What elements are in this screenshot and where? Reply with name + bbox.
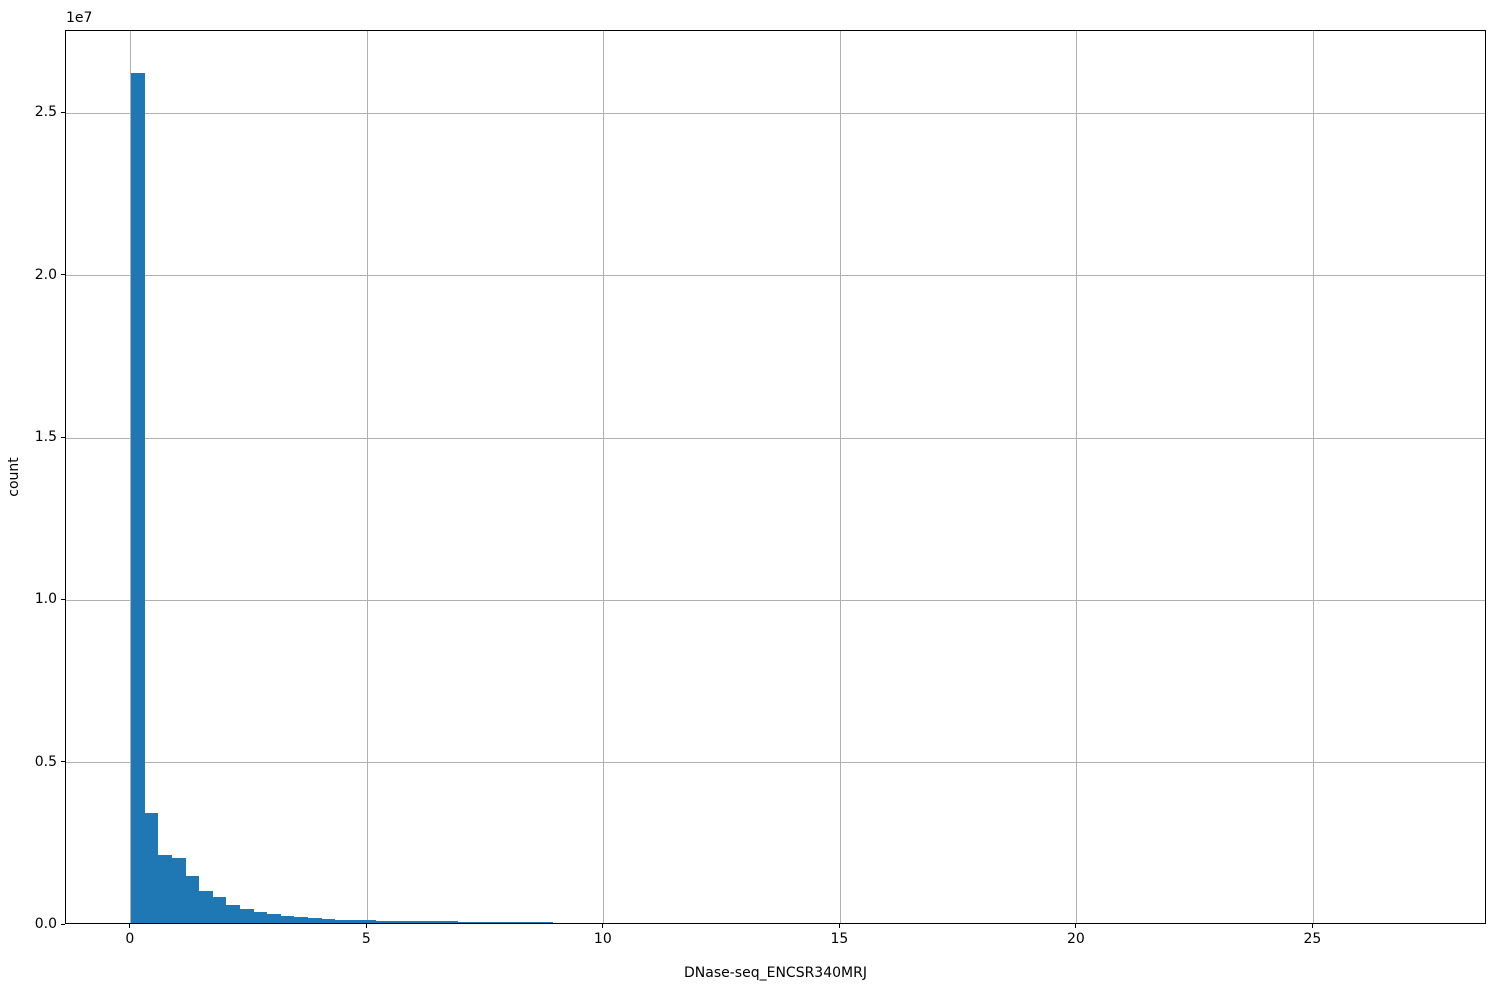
- x-tick-label: 25: [1303, 931, 1322, 947]
- y-axis-offset-label: 1e7: [66, 10, 93, 26]
- histogram-bar: [266, 913, 281, 923]
- histogram-bar: [171, 858, 186, 923]
- y-tick-label: 0.0: [34, 916, 57, 932]
- x-tick-label: 5: [361, 931, 371, 947]
- histogram-bar: [185, 875, 200, 923]
- x-tick-mark: [365, 924, 367, 928]
- grid-line-y: [66, 762, 1485, 764]
- histogram-bar: [253, 911, 268, 923]
- grid-line-x: [839, 31, 841, 923]
- grid-line-x: [1312, 31, 1314, 923]
- y-tick-label: 1.5: [34, 429, 57, 446]
- y-tick-mark: [61, 274, 65, 276]
- histogram-bar: [538, 922, 553, 923]
- y-tick-mark: [61, 923, 65, 925]
- grid-line-y: [66, 437, 1485, 439]
- histogram-bar: [484, 921, 499, 923]
- histogram-bar: [130, 72, 145, 923]
- histogram-bar: [280, 915, 295, 923]
- x-tick-mark: [1311, 924, 1313, 928]
- grid-line-x: [366, 31, 368, 923]
- histogram-bar: [443, 921, 458, 923]
- histogram-bar: [470, 921, 485, 923]
- x-tick-mark: [129, 924, 131, 928]
- histogram-bar: [348, 920, 363, 923]
- histogram-bar: [389, 920, 404, 923]
- histogram-bar: [212, 897, 227, 923]
- y-axis-label: count: [6, 457, 22, 497]
- x-axis-label: DNase-seq_ENCSR340MRJ: [684, 965, 867, 981]
- x-tick-label: 10: [593, 931, 612, 947]
- histogram-bar: [457, 921, 472, 923]
- grid-line-y: [66, 112, 1485, 114]
- histogram-bar: [307, 918, 322, 923]
- grid-line-x: [603, 31, 605, 923]
- histogram-bar: [226, 905, 241, 923]
- histogram-bar: [334, 919, 349, 923]
- x-tick-label: 0: [125, 931, 135, 947]
- histogram-bar: [239, 909, 254, 923]
- histogram-bar: [294, 917, 309, 923]
- histogram-bar: [144, 813, 159, 923]
- plot-area: [65, 30, 1486, 924]
- histogram-bar: [498, 922, 513, 923]
- grid-line-x: [1076, 31, 1078, 923]
- histogram-bar: [525, 922, 540, 923]
- x-tick-label: 15: [830, 931, 849, 947]
- y-tick-label: 2.0: [34, 266, 57, 283]
- y-tick-label: 0.5: [34, 753, 57, 770]
- histogram-bar: [430, 921, 445, 923]
- histogram-bar: [375, 920, 390, 923]
- histogram-bar: [198, 891, 213, 923]
- y-tick-label: 2.5: [34, 104, 57, 121]
- histogram-bar: [362, 920, 377, 923]
- y-tick-mark: [61, 761, 65, 763]
- x-tick-mark: [838, 924, 840, 928]
- grid-line-y: [66, 275, 1485, 277]
- x-tick-mark: [1075, 924, 1077, 928]
- histogram-bar: [158, 854, 173, 923]
- histogram-bar: [402, 921, 417, 923]
- y-tick-mark: [61, 436, 65, 438]
- y-tick-label: 1.0: [34, 591, 57, 608]
- histogram-bar: [416, 921, 431, 923]
- histogram-bar: [321, 919, 336, 923]
- y-tick-mark: [61, 111, 65, 113]
- grid-line-y: [66, 599, 1485, 601]
- x-tick-mark: [602, 924, 604, 928]
- x-tick-label: 20: [1066, 931, 1085, 947]
- histogram-bar: [511, 922, 526, 923]
- y-tick-mark: [61, 598, 65, 600]
